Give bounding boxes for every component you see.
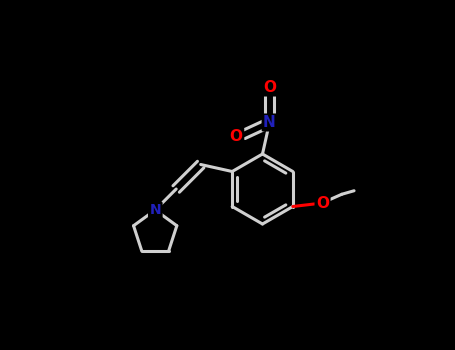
Text: O: O: [316, 196, 329, 210]
Text: O: O: [263, 80, 276, 95]
Text: N: N: [263, 115, 276, 130]
Text: O: O: [230, 129, 243, 144]
Text: N: N: [149, 203, 161, 217]
Text: N: N: [149, 203, 161, 217]
